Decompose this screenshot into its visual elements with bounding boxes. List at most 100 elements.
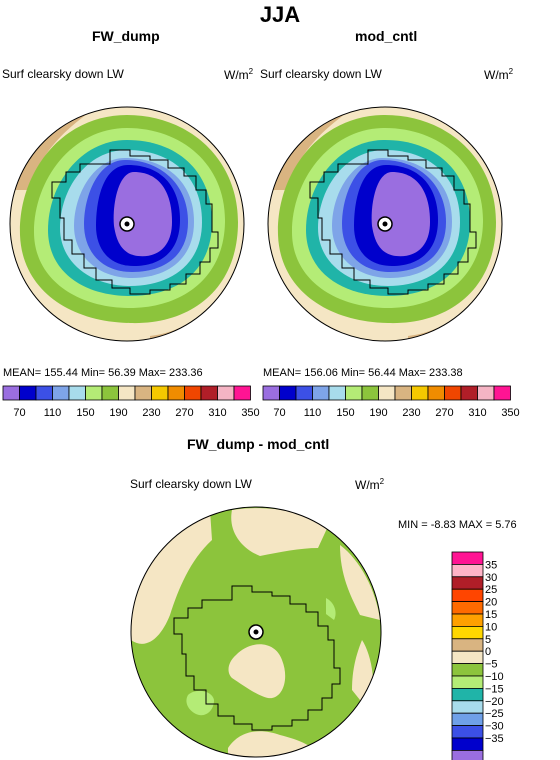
panel3-negative-region-sw: [186, 690, 214, 716]
panel3-coastline: [173, 585, 341, 731]
panel3-colorbar-swatch: [451, 601, 484, 615]
panel3-colorbar-tick-label: −25: [485, 708, 504, 720]
panel1-colorbar-tick-label: 310: [208, 407, 226, 419]
panel1-tan-edge-nw: [10, 107, 100, 190]
panel1-colorbar-tick-label: 270: [175, 407, 193, 419]
panel3-colorbar-swatch: [451, 638, 484, 652]
panel2-colorbar-tick-label: 310: [468, 407, 486, 419]
panel3-subtitle: Surf clearsky down LW: [130, 477, 252, 491]
panel1-colorbar-swatch: [19, 385, 37, 401]
panel2-colorbar-swatch: [328, 385, 346, 401]
panel2-tan-edge-nw: [268, 107, 358, 190]
panel1-colorbar-swatch: [35, 385, 53, 401]
panel1-colorbar-swatch: [68, 385, 86, 401]
panel1-title: FW_dump: [92, 28, 160, 44]
panel3-colorbar-swatch: [451, 737, 484, 751]
panel2-colorbar-swatch: [345, 385, 363, 401]
panel3-positive-region-n: [231, 508, 330, 556]
panel1-colorbar-swatch: [151, 385, 169, 401]
panel3-units: W/m2: [355, 477, 385, 492]
panel3-positive-region-ne: [340, 545, 380, 620]
panel1-pole-dot: [124, 221, 130, 227]
panel1-colorbar-swatch: [118, 385, 136, 401]
panel1-colorbar-swatch: [233, 385, 251, 401]
panel3-colorbar-tick-label: 25: [485, 584, 497, 596]
panel3-colorbar-swatch: [451, 688, 484, 702]
panel2-colorbar-swatch: [378, 385, 396, 401]
panel3-negative-region-e: [326, 598, 336, 620]
panel3-colorbar-swatch: [451, 750, 484, 760]
panel2-colorbar-swatch: [279, 385, 297, 401]
panel2-colorbar-swatch: [460, 385, 478, 401]
panel3-colorbar-swatch: [451, 551, 484, 565]
panel2-colorbar-tick-label: 150: [336, 407, 354, 419]
figure-title: JJA: [259, 2, 301, 27]
panel2-colorbar: 70 110 150 190 230 270 310 350: [262, 385, 520, 419]
panel3-colorbar-swatch: [451, 712, 484, 727]
panel3-colorbar-tick-label: 0: [485, 646, 491, 658]
panel2-units: W/m2: [484, 67, 514, 82]
panel2-map: [267, 106, 503, 342]
panel2-colorbar-tick-label: 350: [501, 407, 519, 419]
panel3-colorbar-tick-label: −20: [485, 696, 504, 708]
panel3-colorbar-tick-label: 15: [485, 609, 497, 621]
panel3-colorbar-tick-label: 35: [485, 559, 497, 571]
panel3-colorbar-swatch: [451, 588, 484, 603]
panel2-colorbar-tick-label: 190: [369, 407, 387, 419]
panel3-colorbar-tick-label: 20: [485, 597, 497, 609]
panel3-tan-spot: [340, 526, 355, 538]
panel3-colorbar-swatch: [451, 576, 484, 590]
panel3-colorbar-tick-label: −15: [485, 683, 504, 695]
panel1-map: [9, 106, 245, 342]
panel1-band-min: [113, 172, 172, 257]
panel2-colorbar-swatch: [295, 385, 313, 401]
panel3-colorbar-tick-label: 30: [485, 572, 497, 584]
panel2-colorbar-tick-label: 110: [304, 407, 322, 419]
panel2-colorbar-swatch: [361, 385, 379, 401]
panel3-stats: MIN = -8.83 MAX = 5.76: [398, 519, 517, 531]
panel1-colorbar-tick-label: 230: [142, 407, 160, 419]
panel2-colorbar-swatch: [477, 385, 495, 401]
panel3-colorbar-swatch: [451, 725, 484, 739]
panel1-colorbar-swatch: [200, 385, 218, 401]
panel2-subtitle: Surf clearsky down LW: [260, 67, 382, 81]
panel1-colorbar: 70 110 150 190 230 270 310 350: [2, 385, 260, 419]
panel1-colorbar-tick-label: 70: [13, 407, 25, 419]
panel1-colorbar-swatch: [52, 385, 70, 401]
panel3-colorbar-tick-label: −30: [485, 721, 504, 733]
panel2-colorbar-tick-label: 70: [273, 407, 285, 419]
panel2-colorbar-swatch: [444, 385, 462, 401]
panel1-colorbar-swatch: [134, 385, 152, 401]
panel3-colorbar-swatch: [451, 626, 484, 640]
panel2-colorbar-tick-label: 230: [402, 407, 420, 419]
panel2-coastline: [309, 149, 477, 295]
panel3-title: FW_dump - mod_cntl: [187, 436, 330, 452]
panel1-colorbar-swatch: [217, 385, 235, 401]
panel2-title: mod_cntl: [355, 28, 418, 44]
panel2-band-min: [371, 172, 430, 257]
panel3-colorbar-swatch: [451, 675, 484, 689]
panel1-stats: MEAN= 155.44 Min= 56.39 Max= 233.36: [3, 367, 203, 379]
panel1-colorbar-tick-label: 150: [76, 407, 94, 419]
panel1-colorbar-swatch: [184, 385, 202, 401]
panel3-colorbar-tick-label: −5: [485, 659, 498, 671]
panel1-map-border: [9, 106, 245, 342]
panel3-colorbar-tick-label: −10: [485, 671, 504, 683]
panel3-pole-dot: [253, 629, 259, 635]
panel1-colorbar-swatch: [85, 385, 103, 401]
panel2-colorbar-tick-label: 270: [435, 407, 453, 419]
panel2-colorbar-swatch: [427, 385, 445, 401]
panel1-colorbar-tick-label: 350: [241, 407, 259, 419]
panel1-colorbar-swatch: [101, 385, 119, 401]
panel1-coastline: [51, 149, 219, 295]
panel2-map-border: [267, 106, 503, 342]
panel2-colorbar-swatch: [262, 385, 280, 401]
panel2-colorbar-swatch: [411, 385, 429, 401]
panel3-colorbar-tick-label: −35: [485, 733, 504, 745]
panel3-map-border: [130, 506, 382, 758]
panel2-colorbar-swatch: [312, 385, 330, 401]
panel3-colorbar-swatch: [451, 613, 484, 627]
panel3-colorbar-swatch: [451, 663, 484, 677]
